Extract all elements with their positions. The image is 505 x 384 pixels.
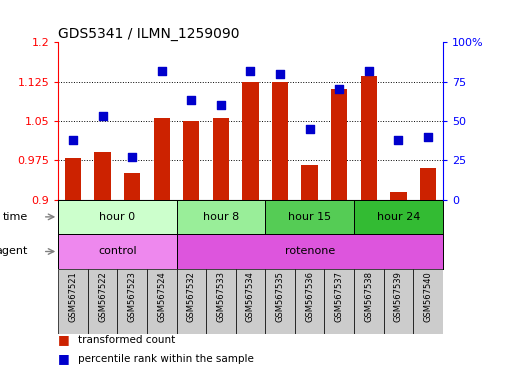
Text: agent: agent [0, 247, 28, 257]
Bar [419, 168, 435, 200]
Bar [176, 200, 265, 234]
Bar [265, 200, 354, 234]
Bar [117, 269, 146, 334]
Point [364, 68, 372, 74]
Point [423, 134, 431, 140]
Bar [206, 269, 235, 334]
Point [98, 113, 107, 119]
Point [158, 68, 166, 74]
Point [69, 137, 77, 143]
Point [217, 102, 225, 108]
Text: GSM567535: GSM567535 [275, 271, 284, 322]
Bar [324, 269, 353, 334]
Text: GDS5341 / ILMN_1259090: GDS5341 / ILMN_1259090 [58, 27, 239, 41]
Bar [242, 81, 258, 200]
Text: GSM567540: GSM567540 [423, 271, 432, 321]
Point [187, 98, 195, 104]
Text: time: time [3, 212, 28, 222]
Text: hour 15: hour 15 [287, 212, 331, 222]
Point [305, 126, 313, 132]
Bar [58, 200, 176, 234]
Bar [183, 121, 199, 200]
Bar [294, 269, 324, 334]
Text: GSM567523: GSM567523 [127, 271, 136, 322]
Bar [124, 173, 140, 200]
Bar [154, 118, 170, 200]
Bar [176, 269, 206, 334]
Bar [383, 269, 413, 334]
Point [246, 68, 254, 74]
Bar [360, 76, 376, 200]
Bar [58, 234, 176, 269]
Text: GSM567539: GSM567539 [393, 271, 402, 322]
Text: GSM567522: GSM567522 [98, 271, 107, 321]
Text: GSM567536: GSM567536 [305, 271, 314, 322]
Text: GSM567521: GSM567521 [68, 271, 77, 321]
Text: control: control [98, 247, 136, 257]
Text: GSM567524: GSM567524 [157, 271, 166, 321]
Text: GSM567537: GSM567537 [334, 271, 343, 322]
Text: percentile rank within the sample: percentile rank within the sample [78, 354, 254, 364]
Point [393, 137, 401, 143]
Text: hour 8: hour 8 [203, 212, 238, 222]
Bar [354, 269, 383, 334]
Text: GSM567534: GSM567534 [245, 271, 255, 322]
Point [275, 71, 283, 77]
Bar [330, 89, 346, 200]
Bar [389, 192, 406, 200]
Bar [94, 152, 111, 200]
Text: transformed count: transformed count [78, 335, 175, 345]
Text: GSM567538: GSM567538 [364, 271, 373, 322]
Bar [65, 157, 81, 200]
Text: rotenone: rotenone [284, 247, 334, 257]
Bar [301, 166, 317, 200]
Point [128, 154, 136, 160]
Text: ■: ■ [58, 353, 70, 366]
Bar [176, 234, 442, 269]
Bar [58, 269, 87, 334]
Bar [212, 118, 229, 200]
Bar [235, 269, 265, 334]
Text: GSM567533: GSM567533 [216, 271, 225, 322]
Point [334, 86, 342, 93]
Text: hour 24: hour 24 [376, 212, 419, 222]
Bar [271, 81, 288, 200]
Text: ■: ■ [58, 333, 70, 346]
Bar [413, 269, 442, 334]
Text: GSM567532: GSM567532 [186, 271, 195, 322]
Bar [354, 200, 442, 234]
Bar [265, 269, 294, 334]
Text: hour 0: hour 0 [99, 212, 135, 222]
Bar [87, 269, 117, 334]
Bar [146, 269, 176, 334]
